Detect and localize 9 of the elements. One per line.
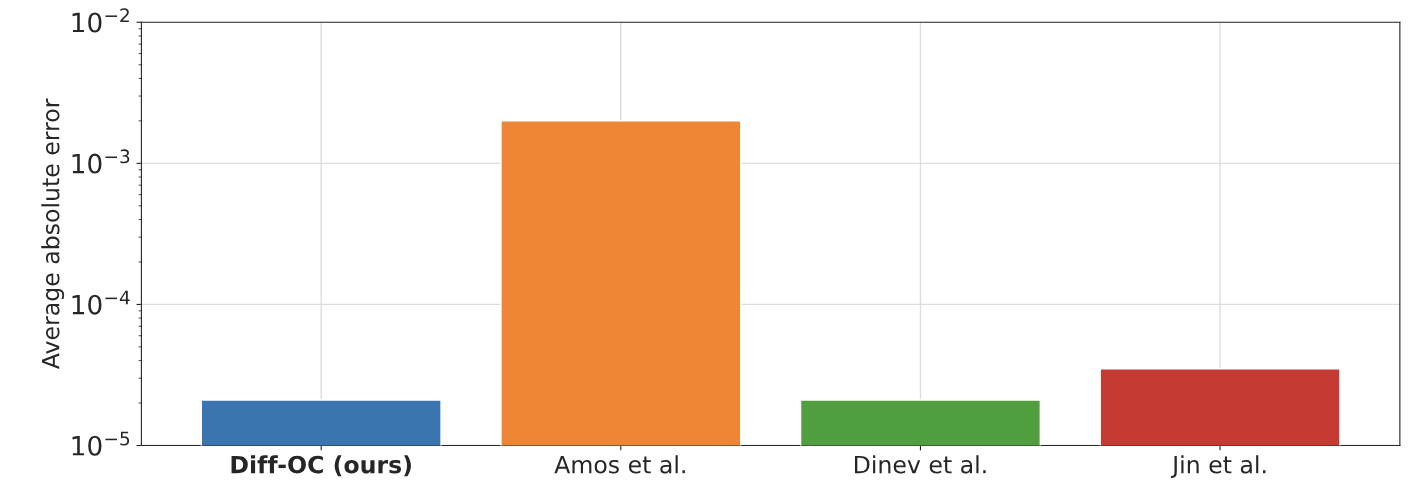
- x-tick-label: Jin et al.: [1170, 455, 1266, 478]
- x-tick-label: Dinev et al.: [855, 455, 986, 474]
- y-tick-label: 10$^{−2}$: [72, 8, 129, 33]
- x-tick-label: Amos et al.: [554, 455, 685, 474]
- x-tick-label: Diff-OC (ours): [231, 455, 411, 477]
- y-tick-label: 10$^{−5}$: [72, 431, 130, 456]
- y-tick-label: 10$^{−4}$: [72, 290, 130, 315]
- y-axis-title: Average absolute error: [41, 98, 65, 370]
- y-tick-label: 10$^{−3}$: [72, 149, 130, 174]
